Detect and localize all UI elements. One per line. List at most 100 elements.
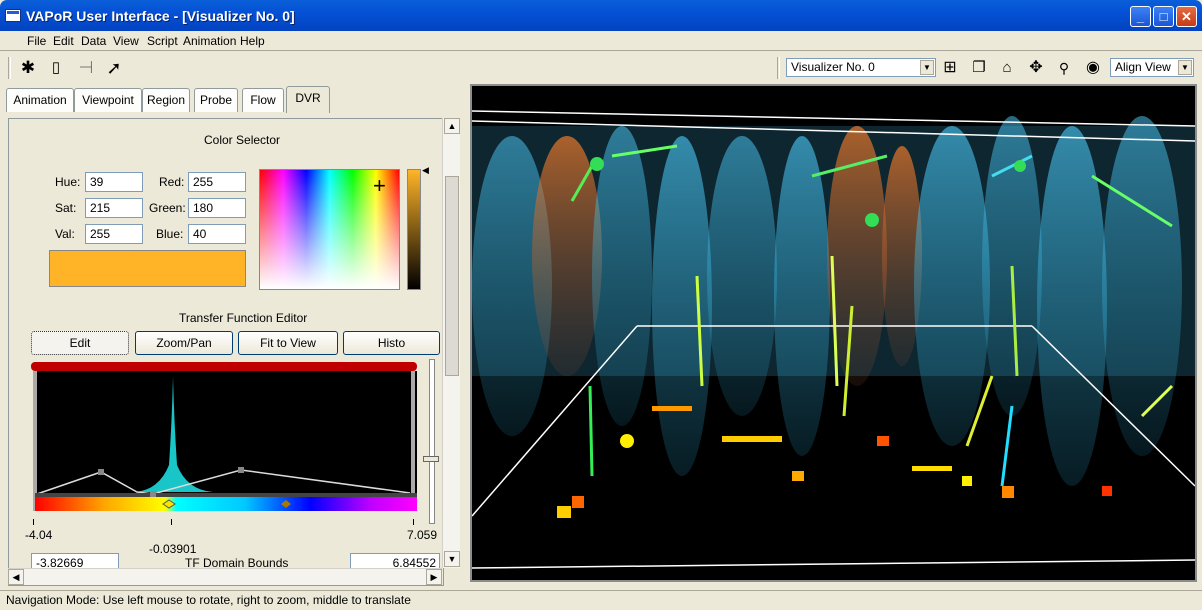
title-bar: VAPoR User Interface - [Visualizer No. 0… — [0, 0, 1202, 31]
center-view-icon[interactable]: ✥ — [1029, 59, 1043, 76]
red-label: Red: — [159, 175, 185, 189]
value-slider[interactable] — [407, 169, 421, 290]
tf-max-label: 7.059 — [407, 528, 438, 542]
home-icon[interactable]: ⌂ — [1002, 59, 1012, 76]
region-box-icon[interactable]: ▯ — [51, 59, 61, 76]
minimize-button[interactable]: _ — [1130, 6, 1151, 27]
zoom-pan-button[interactable]: Zoom/Pan — [135, 331, 233, 355]
tab-flow[interactable]: Flow — [242, 88, 284, 112]
color-control-point[interactable] — [162, 499, 176, 509]
panel-horizontal-scrollbar[interactable]: ◀ ▶ — [8, 568, 442, 585]
menu-file[interactable]: File — [27, 34, 47, 48]
left-domain-handle[interactable] — [33, 371, 37, 511]
mid-tick — [171, 519, 172, 525]
opacity-control-point[interactable] — [150, 491, 156, 497]
fit-to-view-button[interactable]: Fit to View — [238, 331, 338, 355]
scroll-left-icon[interactable]: ◀ — [8, 569, 24, 585]
cascade-windows-icon[interactable]: ❐ — [972, 59, 986, 76]
maximize-button[interactable]: □ — [1153, 6, 1174, 27]
right-domain-handle[interactable] — [411, 371, 415, 511]
panel-vertical-scrollbar[interactable]: ▲ ▼ — [442, 118, 460, 568]
volume-rendering — [472, 110, 1195, 569]
align-view-select[interactable]: Align View ▼ — [1110, 58, 1194, 77]
min-tick — [33, 519, 34, 525]
window-title: VAPoR User Interface - [Visualizer No. 0… — [26, 8, 295, 24]
close-button[interactable]: ✕ — [1176, 6, 1197, 27]
flow-glyphs — [557, 157, 1112, 518]
opacity-baseline — [35, 493, 417, 497]
menu-animation[interactable]: Animation — [183, 34, 237, 48]
probe-arrow-icon[interactable]: ➚ — [106, 58, 122, 78]
blue-label: Blue: — [156, 227, 184, 241]
green-field[interactable]: 180 — [188, 198, 246, 218]
visualizer-select[interactable]: Visualizer No. 0 ▼ — [786, 58, 936, 77]
menu-data[interactable]: Data — [81, 34, 107, 48]
menu-help[interactable]: Help — [240, 34, 265, 48]
transfer-function-editor[interactable] — [29, 360, 421, 520]
hue-field[interactable]: 39 — [85, 172, 143, 192]
color-control-point[interactable] — [281, 500, 291, 508]
histo-button[interactable]: Histo — [343, 331, 440, 355]
scroll-right-icon[interactable]: ▶ — [426, 569, 442, 585]
tf-min-label: -4.04 — [25, 528, 53, 542]
red-field[interactable]: 255 — [188, 172, 246, 192]
value-slider-pointer-icon[interactable]: ◀ — [422, 165, 429, 175]
tf-mid-label: -0.03901 — [149, 542, 197, 556]
edit-mode-button[interactable]: Edit — [31, 331, 129, 355]
hue-label: Hue: — [55, 175, 81, 189]
chevron-down-icon: ▼ — [920, 60, 934, 75]
toolbar-grip-right — [777, 57, 780, 79]
max-tick — [413, 519, 414, 525]
tab-dvr[interactable]: DVR — [286, 86, 330, 113]
transfer-function-title: Transfer Function Editor — [179, 311, 308, 325]
val-field[interactable]: 255 — [85, 224, 143, 244]
scroll-down-icon[interactable]: ▼ — [444, 551, 460, 567]
menu-view[interactable]: View — [113, 34, 139, 48]
domain-bar[interactable] — [31, 362, 417, 371]
green-label: Green: — [149, 201, 186, 215]
crosshair-icon: + — [373, 173, 386, 198]
color-map-bar[interactable] — [35, 497, 417, 511]
app-icon — [5, 9, 21, 22]
vertical-scroll-thumb[interactable] — [445, 176, 459, 376]
sat-field[interactable]: 215 — [85, 198, 143, 218]
sat-label: Sat: — [55, 201, 77, 215]
flow-arrows — [570, 144, 1174, 487]
opacity-control-point[interactable] — [238, 467, 244, 473]
blue-field[interactable]: 40 — [188, 224, 246, 244]
hue-saturation-picker[interactable]: + — [259, 169, 400, 290]
tf-zoom-slider-handle[interactable] — [423, 456, 439, 462]
status-text: Navigation Mode: Use left mouse to rotat… — [6, 593, 411, 607]
visualizer-canvas[interactable] — [470, 84, 1197, 582]
opacity-control-point[interactable] — [98, 469, 104, 475]
align-view-select-value: Align View — [1115, 60, 1171, 74]
menu-edit[interactable]: Edit — [53, 34, 74, 48]
histogram-area — [35, 371, 417, 495]
left-panel: Animation Viewpoint Region Probe Flow DV… — [4, 86, 462, 586]
rake-icon[interactable]: ⊣ — [78, 58, 94, 77]
status-bar: Navigation Mode: Use left mouse to rotat… — [0, 590, 1202, 610]
dvr-tab-content: Color Selector Hue: 39 Sat: 215 Val: 255… — [8, 118, 444, 586]
tab-viewpoint[interactable]: Viewpoint — [74, 88, 142, 112]
scroll-up-icon[interactable]: ▲ — [444, 118, 460, 134]
toolbar-grip — [8, 57, 11, 79]
histogram-plot — [135, 376, 213, 492]
menu-script[interactable]: Script — [147, 34, 178, 48]
color-selector-title: Color Selector — [204, 133, 281, 147]
navigation-icon[interactable]: ✱ — [20, 58, 36, 77]
tile-windows-icon[interactable]: ⊞ — [943, 59, 957, 76]
volume-plumes — [472, 116, 1182, 486]
tf-zoom-slider-track — [429, 359, 435, 524]
tab-region[interactable]: Region — [142, 88, 190, 112]
view-all-icon[interactable]: ◉ — [1086, 59, 1100, 76]
zoom-icon[interactable]: ⚲ — [1058, 60, 1070, 76]
tab-probe[interactable]: Probe — [194, 88, 238, 112]
toolbar: ✱ ▯ ⊣ ➚ Visualizer No. 0 ▼ ⊞ ❐ ⌂ ✥ ⚲ ◉ A… — [0, 52, 1202, 84]
menu-bar: File Edit Data View Script Animation Hel… — [0, 31, 1202, 77]
domain-bounds-label: TF Domain Bounds — [185, 556, 289, 570]
color-swatch — [49, 250, 246, 287]
visualizer-select-value: Visualizer No. 0 — [791, 60, 875, 74]
tab-animation[interactable]: Animation — [6, 88, 74, 112]
chevron-down-icon: ▼ — [1178, 60, 1192, 75]
val-label: Val: — [55, 227, 75, 241]
